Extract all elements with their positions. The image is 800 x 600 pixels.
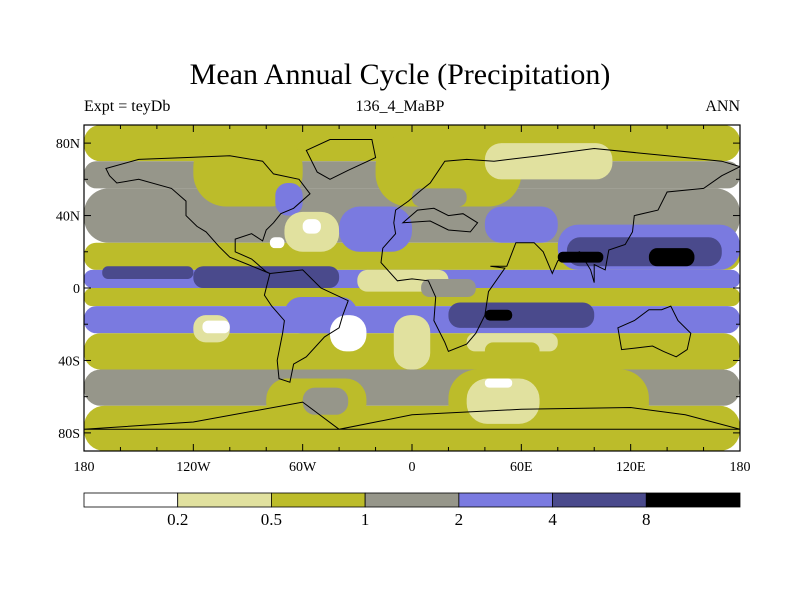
coastline-mediterranean <box>401 207 479 233</box>
coastline-greenland <box>305 139 377 180</box>
coastline-australia <box>617 305 692 358</box>
precip-region-16 <box>302 219 321 234</box>
precip-region-33 <box>202 320 230 334</box>
precip-region-12 <box>484 143 613 180</box>
coastlines <box>84 139 740 430</box>
chart-title: Mean Annual Cycle (Precipitation) <box>189 58 611 91</box>
x-tick-label: 180 <box>74 460 95 475</box>
coastline-south-america <box>263 269 349 383</box>
y-tick-label: 80N <box>56 137 80 152</box>
precip-region-27 <box>421 278 476 298</box>
y-tick-label: 80S <box>58 427 80 442</box>
precip-region-25 <box>557 251 604 263</box>
x-tick-label: 120E <box>616 460 646 475</box>
coastline-eurasia-africa <box>380 147 740 353</box>
colorbar-swatch-6 <box>645 492 741 508</box>
precip-region-31 <box>393 315 431 370</box>
colorbar-swatch-1 <box>177 492 272 508</box>
colorbar-label: 4 <box>548 510 557 529</box>
experiment-label: Expt = teyDb <box>84 98 171 115</box>
colorbar-swatch-5 <box>552 492 647 508</box>
precip-region-39 <box>484 378 513 388</box>
colorbar-label: 0.5 <box>261 510 282 529</box>
coastline-north-america <box>105 155 311 274</box>
precip-region-10 <box>193 134 303 207</box>
precip-region-17 <box>102 266 194 279</box>
colorbar-swatch-4 <box>458 492 553 508</box>
precip-region-5 <box>84 288 740 307</box>
colorbar: 0.2 0.5 1 2 4 8 <box>83 492 741 529</box>
colorbar-swatch-3 <box>364 492 460 508</box>
x-tick-label: 60W <box>289 460 317 475</box>
x-tick-label: 180 <box>730 460 751 475</box>
precip-region-38 <box>466 378 540 424</box>
axis-ticks: 180 120W 60W 0 60E 120E 180 80N 40N 0 40S 80S <box>56 125 751 475</box>
precip-region-21 <box>484 206 558 243</box>
colorbar-swatch-2 <box>271 492 366 508</box>
colorbar-label: 0.2 <box>167 510 188 529</box>
age-label: 136_4_MaBP <box>355 98 445 115</box>
precipitation-field <box>84 125 740 451</box>
precip-region-24 <box>648 248 695 267</box>
precip-region-19 <box>339 206 412 252</box>
x-tick-label: 120W <box>176 460 211 475</box>
y-tick-label: 40S <box>58 354 80 369</box>
colorbar-label: 2 <box>455 510 464 529</box>
y-tick-label: 0 <box>73 282 80 297</box>
x-tick-label: 60E <box>510 460 533 475</box>
precip-region-28 <box>448 302 595 328</box>
precip-region-36 <box>484 342 540 361</box>
precip-region-11 <box>375 134 522 207</box>
precip-region-34 <box>330 315 367 352</box>
precip-region-18 <box>193 266 340 288</box>
precip-region-20 <box>412 188 467 207</box>
precip-region-15 <box>269 237 285 249</box>
x-tick-label: 0 <box>409 460 416 475</box>
precip-region-41 <box>302 387 349 415</box>
y-tick-label: 40N <box>56 210 80 225</box>
coastline-antarctica <box>84 401 740 430</box>
precip-region-29 <box>484 309 513 321</box>
colorbar-swatch-0 <box>83 492 179 508</box>
precip-region-13 <box>275 182 303 216</box>
colorbar-label: 1 <box>361 510 370 529</box>
colorbar-label: 8 <box>642 510 651 529</box>
season-label: ANN <box>705 98 740 115</box>
